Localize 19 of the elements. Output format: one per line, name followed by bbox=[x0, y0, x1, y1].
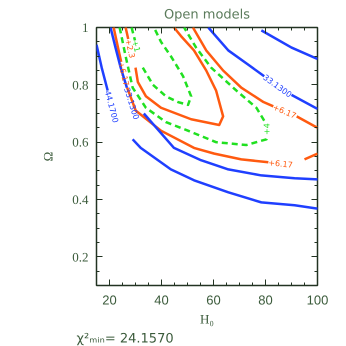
chart-title: Open models bbox=[164, 8, 250, 22]
x-tick-label: 40 bbox=[154, 292, 169, 308]
x-axis-title: H₀ bbox=[200, 312, 214, 326]
x-tick-label: 60 bbox=[206, 292, 221, 308]
y-tick-label: 0.2 bbox=[72, 249, 88, 264]
text: χ²ₘᵢₙ= 24.1570 bbox=[76, 332, 174, 346]
annotation: +6.17 bbox=[271, 102, 298, 121]
annotation: +4 bbox=[262, 123, 272, 135]
x-tick-label: 20 bbox=[102, 292, 117, 308]
annotation: +6.17 bbox=[116, 61, 131, 87]
annotation: +6.17 bbox=[268, 158, 294, 170]
x-tick-label: 80 bbox=[258, 292, 273, 308]
annotation: 44.1700 bbox=[102, 90, 120, 124]
y-axis-title: Ω bbox=[40, 152, 56, 162]
y-tick-label: 0.8 bbox=[72, 77, 88, 92]
y-tick-label: 0.6 bbox=[72, 134, 89, 150]
y-tick-label: 1 bbox=[82, 20, 88, 35]
y-tick-label: 0.4 bbox=[72, 192, 89, 207]
x-tick-label: 100 bbox=[306, 292, 328, 308]
